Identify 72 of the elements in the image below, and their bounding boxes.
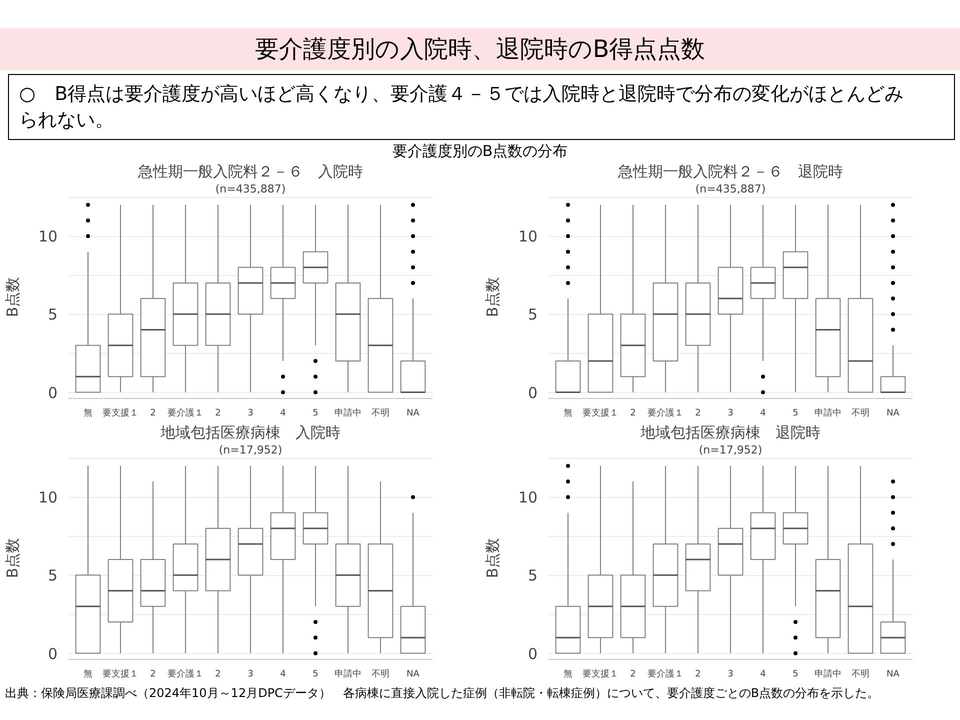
y-tick-label: 5 — [48, 306, 58, 324]
y-axis-title: B点数 — [483, 538, 502, 578]
x-tick-label: 4 — [760, 408, 766, 418]
x-tick-label: 無 — [84, 408, 92, 418]
text: 要介護度別のB点数の分布 — [392, 142, 568, 160]
y-tick-label: 10 — [38, 488, 58, 507]
y-tick-label: 0 — [48, 644, 58, 663]
x-tick-label: 要支援１ — [102, 668, 138, 680]
chart-title: 急性期一般入院料２－６ 入院時 — [137, 162, 363, 180]
x-tick-label: 5 — [312, 408, 318, 418]
y-axis-title: B点数 — [3, 538, 22, 578]
x-tick-label: 要介護１ — [648, 408, 684, 418]
x-tick-label: 5 — [312, 670, 318, 680]
y-tick-label: 10 — [518, 488, 538, 507]
text: 要介護度別の入院時、退院時のB得点点数 — [254, 34, 706, 65]
chart-subtitle: (n=435,887) — [695, 182, 766, 196]
x-tick-label: 5 — [792, 408, 798, 418]
x-tick-label: 要支援１ — [102, 408, 138, 418]
x-tick-label: 2 — [630, 408, 636, 418]
x-tick-label: 申請中 — [334, 668, 362, 680]
y-tick-label: 5 — [528, 566, 538, 585]
x-tick-label: 無 — [564, 408, 572, 418]
chart-title: 地域包括医療病棟 退院時 — [640, 424, 820, 442]
x-tick-label: 2 — [630, 670, 636, 680]
x-tick-label: NA — [406, 670, 420, 680]
x-tick-label: 2 — [150, 670, 156, 680]
x-tick-label: 不明 — [372, 668, 390, 680]
x-tick-label: 4 — [760, 670, 766, 680]
y-tick-label: 0 — [528, 644, 538, 663]
x-tick-label: NA — [886, 408, 900, 418]
x-tick-label: 3 — [248, 670, 254, 680]
y-tick-label: 5 — [48, 566, 58, 585]
x-tick-label: 要支援１ — [582, 668, 618, 680]
x-tick-label: 3 — [728, 670, 734, 680]
x-tick-label: 要介護１ — [168, 668, 204, 680]
x-tick-label: 要支援１ — [582, 408, 618, 418]
y-tick-label: 0 — [528, 384, 538, 402]
chart-subtitle: (n=17,952) — [698, 444, 762, 456]
x-tick-label: 2 — [215, 670, 221, 680]
x-tick-label: 4 — [280, 408, 286, 418]
x-tick-label: 無 — [564, 668, 572, 680]
x-tick-label: 4 — [280, 670, 286, 680]
text: ○ B得点は要介護度が高いほど高くなり、要介護４－５では入院時と退院時で分布の変化がほとんどみられない。 — [19, 82, 905, 133]
chart-subtitle: (n=17,952) — [218, 444, 282, 456]
x-tick-label: 申請中 — [334, 408, 362, 418]
y-tick-label: 10 — [38, 228, 58, 246]
y-tick-label: 10 — [518, 228, 538, 246]
x-tick-label: 不明 — [852, 408, 870, 418]
x-tick-label: 申請中 — [814, 668, 842, 680]
x-tick-label: NA — [886, 670, 900, 680]
y-tick-label: 0 — [48, 384, 58, 402]
x-tick-label: 2 — [215, 408, 221, 418]
x-tick-label: 要介護１ — [648, 668, 684, 680]
x-tick-label: 不明 — [372, 408, 390, 418]
y-tick-label: 5 — [528, 306, 538, 324]
chart-title: 急性期一般入院料２－６ 退院時 — [617, 162, 843, 180]
chart-title: 地域包括医療病棟 入院時 — [160, 424, 340, 442]
x-tick-label: 2 — [150, 408, 156, 418]
x-tick-label: NA — [406, 408, 420, 418]
chart-subtitle: (n=435,887) — [215, 182, 286, 196]
x-tick-label: 3 — [728, 408, 734, 418]
y-axis-title: B点数 — [483, 276, 502, 318]
x-tick-label: 申請中 — [814, 408, 842, 418]
source-note: 出典：保険局医療課調べ（2024年10月～12月DPCデータ） 各病棟に直接入院した症例（非転院・転棟症例）について、要介護度ごとのB点数の分布を示した。 — [5, 685, 880, 702]
x-tick-label: 不明 — [852, 668, 870, 680]
x-tick-label: 2 — [695, 408, 701, 418]
y-axis-title: B点数 — [3, 276, 22, 318]
x-tick-label: 無 — [84, 668, 92, 680]
x-tick-label: 5 — [792, 670, 798, 680]
x-tick-label: 2 — [695, 670, 701, 680]
x-tick-label: 要介護１ — [168, 408, 204, 418]
x-tick-label: 3 — [248, 408, 254, 418]
